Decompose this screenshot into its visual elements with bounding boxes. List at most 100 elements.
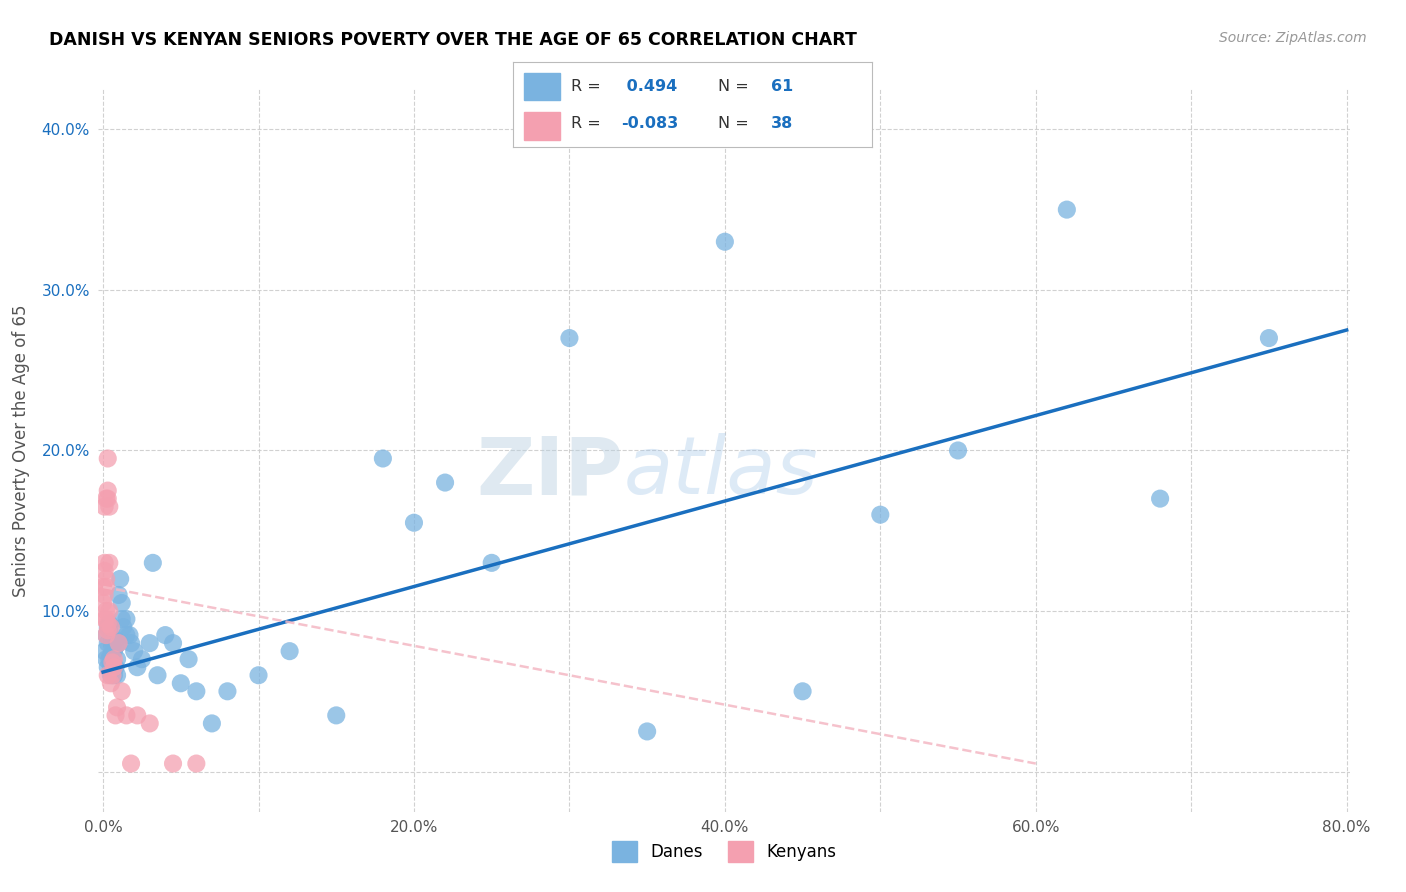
Text: N =: N =: [717, 78, 754, 94]
Point: [112, 620, 135, 634]
Point: [105, 668, 128, 682]
Point: [97, 491, 120, 506]
Y-axis label: Seniors Poverty Over the Age of 65: Seniors Poverty Over the Age of 65: [13, 304, 31, 597]
Point: [138, 716, 160, 731]
Point: [138, 636, 160, 650]
Text: -0.083: -0.083: [621, 116, 678, 131]
Point: [1258, 331, 1281, 345]
Point: [115, 708, 138, 723]
Point: [170, 676, 193, 690]
Point: [97, 620, 120, 634]
Point: [91, 580, 114, 594]
Point: [111, 612, 134, 626]
Point: [142, 556, 165, 570]
Point: [636, 724, 658, 739]
Point: [101, 656, 124, 670]
Point: [186, 684, 208, 698]
Point: [98, 624, 121, 638]
Point: [278, 644, 301, 658]
Point: [325, 708, 347, 723]
Point: [118, 628, 141, 642]
Point: [1056, 202, 1078, 217]
Text: Source: ZipAtlas.com: Source: ZipAtlas.com: [1219, 31, 1367, 45]
Text: N =: N =: [717, 116, 754, 131]
Point: [481, 556, 503, 570]
Point: [97, 483, 120, 498]
Text: ZIP: ZIP: [477, 434, 624, 511]
Point: [127, 660, 149, 674]
Point: [96, 628, 118, 642]
Point: [100, 648, 122, 663]
Point: [217, 684, 239, 698]
Point: [98, 604, 121, 618]
Legend: Danes, Kenyans: Danes, Kenyans: [606, 835, 842, 869]
Point: [101, 668, 124, 682]
Point: [103, 660, 125, 674]
Point: [93, 556, 115, 570]
Point: [98, 616, 121, 631]
Point: [111, 596, 134, 610]
Point: [792, 684, 814, 698]
Text: 0.494: 0.494: [621, 78, 678, 94]
Point: [1149, 491, 1171, 506]
Point: [93, 612, 115, 626]
Point: [131, 652, 153, 666]
Bar: [524, 72, 560, 100]
Point: [103, 668, 125, 682]
Point: [101, 656, 124, 670]
Point: [98, 500, 121, 514]
Point: [108, 572, 131, 586]
Point: [91, 596, 114, 610]
Point: [100, 676, 122, 690]
Text: R =: R =: [571, 78, 606, 94]
Point: [402, 516, 425, 530]
Point: [100, 620, 122, 634]
Point: [371, 451, 394, 466]
Point: [946, 443, 969, 458]
Point: [162, 756, 184, 771]
Point: [115, 612, 138, 626]
Point: [177, 652, 200, 666]
Point: [96, 604, 118, 618]
Text: 61: 61: [772, 78, 793, 94]
Point: [120, 636, 142, 650]
Point: [155, 628, 177, 642]
Point: [93, 588, 115, 602]
Point: [105, 652, 128, 666]
Point: [93, 564, 115, 578]
Point: [107, 588, 129, 602]
Point: [714, 235, 737, 249]
Point: [104, 708, 127, 723]
Point: [558, 331, 581, 345]
Point: [96, 580, 118, 594]
Point: [434, 475, 457, 490]
Point: [186, 756, 208, 771]
Text: atlas: atlas: [624, 434, 818, 511]
Point: [96, 628, 118, 642]
Point: [103, 652, 125, 666]
Text: DANISH VS KENYAN SENIORS POVERTY OVER THE AGE OF 65 CORRELATION CHART: DANISH VS KENYAN SENIORS POVERTY OVER TH…: [49, 31, 858, 49]
Point: [105, 700, 128, 714]
Point: [97, 624, 120, 638]
Point: [93, 500, 115, 514]
Point: [120, 756, 142, 771]
Bar: [524, 112, 560, 139]
Point: [162, 636, 184, 650]
Point: [869, 508, 891, 522]
Point: [96, 612, 118, 626]
Text: 38: 38: [772, 116, 793, 131]
Point: [247, 668, 270, 682]
Point: [115, 628, 138, 642]
Point: [97, 668, 120, 682]
Point: [100, 660, 122, 674]
Point: [93, 644, 115, 658]
Point: [97, 636, 120, 650]
Point: [96, 491, 118, 506]
Point: [97, 451, 120, 466]
Point: [107, 636, 129, 650]
Point: [127, 708, 149, 723]
Point: [111, 684, 134, 698]
Point: [103, 644, 125, 658]
Point: [107, 636, 129, 650]
Point: [98, 652, 121, 666]
